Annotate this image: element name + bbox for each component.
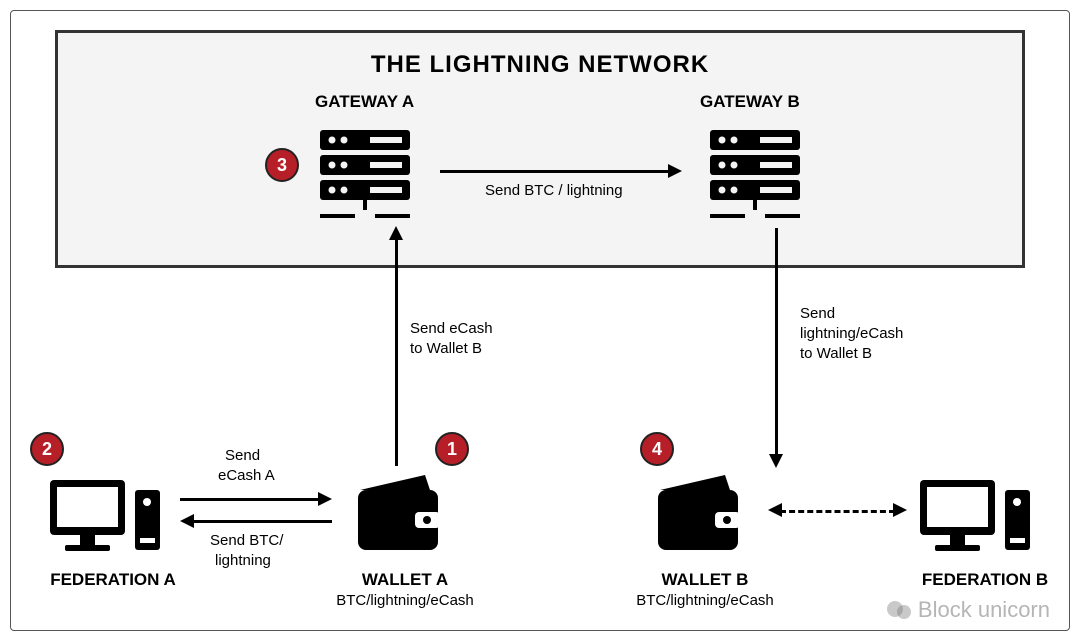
- step-circle-4: 4: [640, 432, 674, 466]
- wallet-a-label: WALLET A: [350, 570, 460, 590]
- arrow-fa-wa-top-label1: Send: [225, 447, 260, 464]
- computer-icon-federation-a: [45, 470, 165, 565]
- arrow-wa-fa-bot-label2: lightning: [215, 552, 271, 569]
- arrow-ga-gb-line: [440, 170, 670, 173]
- arrow-ga-gb-head: [668, 164, 682, 178]
- federation-b-label: FEDERATION B: [905, 570, 1065, 590]
- arrow-wa-fa-bot-line: [192, 520, 332, 523]
- wallet-b-sublabel: BTC/lightning/eCash: [625, 592, 785, 609]
- arrow-wa-ga-head: [389, 226, 403, 240]
- arrow-wb-fb-head-right: [893, 503, 907, 517]
- wallet-b-label: WALLET B: [650, 570, 760, 590]
- arrow-wb-fb-head-left: [768, 503, 782, 517]
- wechat-icon: [886, 599, 912, 621]
- federation-a-label: FEDERATION A: [38, 570, 188, 590]
- arrow-wa-ga-line: [395, 238, 398, 466]
- wallet-icon-a: [350, 470, 450, 565]
- arrow-gb-wb-label3: to Wallet B: [800, 345, 872, 362]
- arrow-gb-wb-label1: Send: [800, 305, 835, 322]
- gateway-a-label: GATEWAY A: [315, 92, 414, 112]
- arrow-gb-wb-label2: lightning/eCash: [800, 325, 903, 342]
- arrow-wa-fa-bot-label1: Send BTC/: [210, 532, 283, 549]
- diagram-title: THE LIGHTNING NETWORK: [58, 51, 1022, 79]
- computer-icon-federation-b: [915, 470, 1035, 565]
- step-circle-2: 2: [30, 432, 64, 466]
- arrow-wb-fb-dashed: [780, 510, 895, 513]
- watermark-text: Block unicorn: [918, 597, 1050, 623]
- watermark: Block unicorn: [886, 597, 1050, 623]
- lightning-network-box: THE LIGHTNING NETWORK: [55, 30, 1025, 268]
- gateway-b-label: GATEWAY B: [700, 92, 800, 112]
- step-circle-1: 1: [435, 432, 469, 466]
- arrow-fa-wa-top-head: [318, 492, 332, 506]
- arrow-wa-ga-label1: Send eCash: [410, 320, 493, 337]
- arrow-fa-wa-top-label2: eCash A: [218, 467, 275, 484]
- arrow-wa-ga-label2: to Wallet B: [410, 340, 482, 357]
- server-icon-gateway-b: [700, 120, 810, 230]
- arrow-gb-wb-head: [769, 454, 783, 468]
- arrow-gb-wb-line: [775, 228, 778, 456]
- arrow-ga-gb-label: Send BTC / lightning: [485, 182, 623, 199]
- wallet-a-sublabel: BTC/lightning/eCash: [325, 592, 485, 609]
- arrow-fa-wa-top-line: [180, 498, 320, 501]
- step-circle-3: 3: [265, 148, 299, 182]
- server-icon-gateway-a: [310, 120, 420, 230]
- wallet-icon-b: [650, 470, 750, 565]
- arrow-wa-fa-bot-head: [180, 514, 194, 528]
